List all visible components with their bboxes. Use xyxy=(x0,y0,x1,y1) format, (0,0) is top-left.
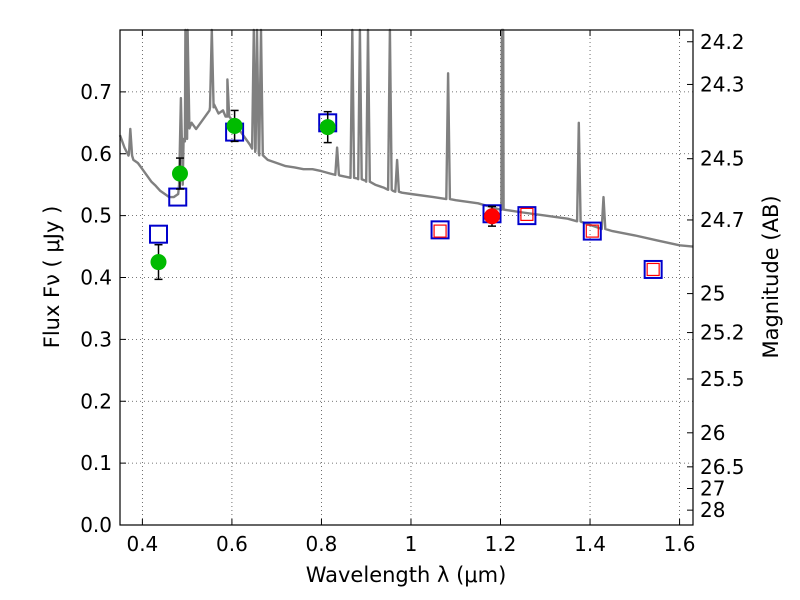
blue-square-marker xyxy=(430,220,450,240)
y-tick-label: 0.4 xyxy=(80,266,112,290)
x-tick-label: 0.8 xyxy=(306,532,338,556)
red-square-marker xyxy=(646,262,660,277)
red-square-marker xyxy=(433,224,447,238)
model-spectrum xyxy=(118,28,694,248)
right-tick-label: 28 xyxy=(700,498,725,522)
x-tick-label: 0.4 xyxy=(126,532,158,556)
green-circle-marker xyxy=(171,165,188,182)
blue-square-marker xyxy=(517,206,537,226)
photometry-points xyxy=(148,109,663,281)
right-tick-label: 26 xyxy=(700,421,725,445)
red-square-marker xyxy=(585,224,599,238)
x-tick-label: 0.6 xyxy=(216,532,248,556)
green-circle-marker xyxy=(319,119,336,136)
right-tick-label: 24.2 xyxy=(700,30,745,54)
x-tick-label: 1.2 xyxy=(485,532,517,556)
axis-ticks: 0.4 0.6 0.8 1 1.2 1.4 1.6 0.0 0.1 0.2 0.3 0.4 0.5 0.6… xyxy=(80,30,744,556)
red-circle-marker xyxy=(484,208,501,225)
green-circle-marker xyxy=(226,117,243,134)
x-axis-label: Wavelength λ (μm) xyxy=(306,563,507,587)
blue-square-marker xyxy=(582,221,602,241)
right-tick-label: 27 xyxy=(700,476,725,500)
right-tick-label: 25.5 xyxy=(700,367,745,391)
x-tick-label: 1.4 xyxy=(574,532,606,556)
right-tick-label: 24.7 xyxy=(700,208,745,232)
y-tick-label: 0.0 xyxy=(80,513,112,537)
y-tick-label: 0.1 xyxy=(80,451,112,475)
right-tick-label: 24.5 xyxy=(700,147,745,171)
x-tick-label: 1.6 xyxy=(664,532,696,556)
right-tick-label: 26.5 xyxy=(700,455,745,479)
right-y-axis-label: Magnitude (AB) xyxy=(759,195,783,358)
y-tick-label: 0.6 xyxy=(80,142,112,166)
y-tick-label: 0.3 xyxy=(80,327,112,351)
right-tick-label: 25.2 xyxy=(700,321,745,345)
spectrum-line xyxy=(118,28,694,248)
blue-square-marker xyxy=(643,259,663,279)
green-circle-marker xyxy=(150,254,167,271)
grid xyxy=(120,30,693,526)
x-tick-label: 1 xyxy=(405,532,418,556)
right-tick-label: 24.3 xyxy=(700,72,745,96)
blue-square-marker xyxy=(148,224,168,244)
right-tick-label: 25 xyxy=(700,282,725,306)
y-tick-label: 0.7 xyxy=(80,80,112,104)
y-tick-label: 0.5 xyxy=(80,204,112,228)
red-square-marker xyxy=(520,207,534,221)
y-axis-label: Flux Fν ( μJy ) xyxy=(40,206,64,349)
plot-frame xyxy=(119,29,694,526)
y-tick-label: 0.2 xyxy=(80,389,112,413)
